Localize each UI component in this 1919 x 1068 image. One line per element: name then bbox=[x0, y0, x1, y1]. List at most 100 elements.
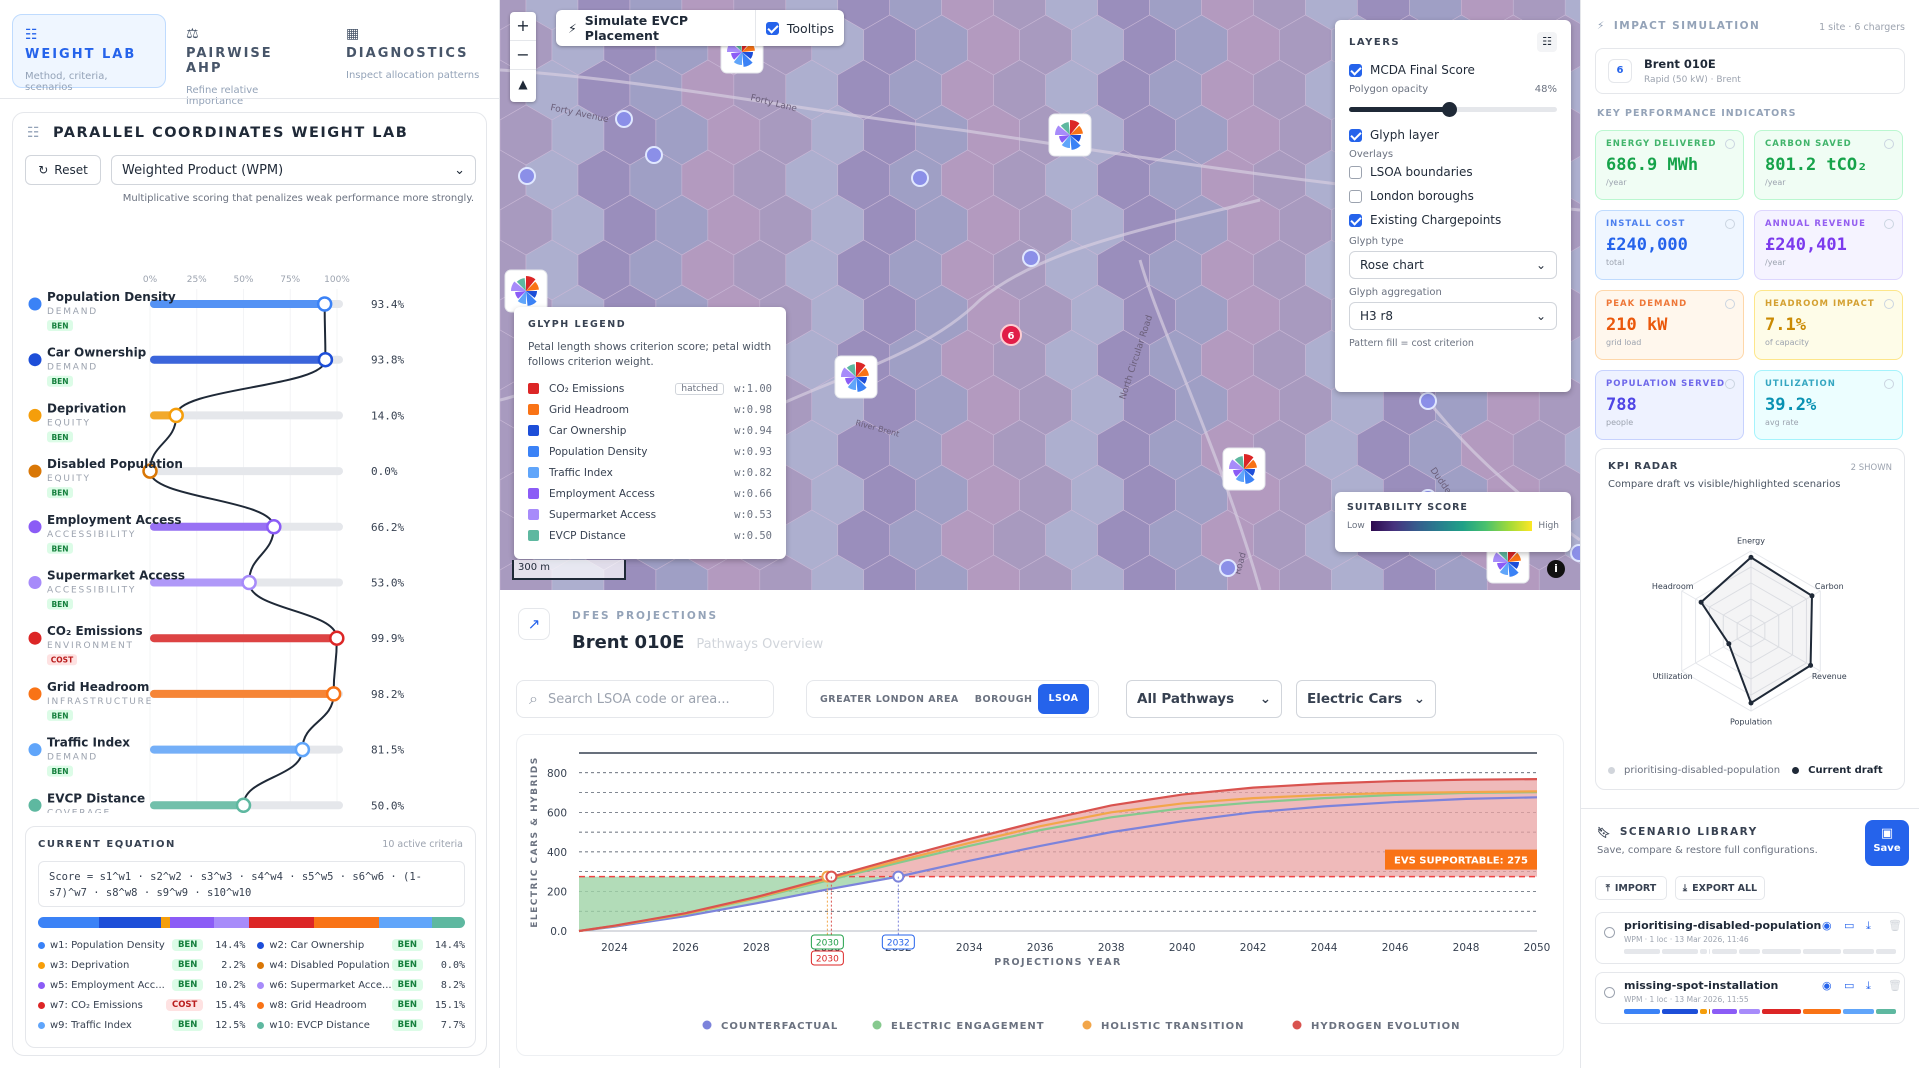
glyph-type-select[interactable]: Rose chart ⌄ bbox=[1349, 251, 1557, 279]
slider-handle[interactable] bbox=[266, 519, 282, 535]
hex-cell[interactable] bbox=[1019, 554, 1072, 590]
vehicle-select[interactable]: Electric Cars ⌄ bbox=[1296, 680, 1436, 718]
chargepoint-marker[interactable] bbox=[1022, 249, 1040, 267]
slider-handle[interactable] bbox=[241, 574, 257, 591]
chargepoint-marker[interactable] bbox=[1219, 559, 1237, 577]
radar-legend-b[interactable]: Current draft bbox=[1808, 765, 1883, 776]
download-icon[interactable]: ⤓ bbox=[1866, 919, 1871, 932]
chargepoint-marker[interactable] bbox=[1570, 544, 1580, 562]
simulate-button[interactable]: ⚡ Simulate EVCP Placement bbox=[556, 10, 756, 46]
scenario-item[interactable]: missing-spot-installation WPM · 1 loc · 1… bbox=[1595, 972, 1905, 1024]
glyph-checkbox[interactable] bbox=[1349, 128, 1362, 142]
folder-icon[interactable]: ▭ bbox=[1844, 979, 1855, 992]
tooltips-checkbox[interactable] bbox=[765, 21, 779, 35]
layer-boroughs[interactable]: London boroughs bbox=[1349, 184, 1557, 208]
layer-mcda[interactable]: MCDA Final Score bbox=[1349, 58, 1557, 82]
layer-lsoa[interactable]: LSOA boundaries bbox=[1349, 160, 1557, 184]
slider-handle[interactable] bbox=[168, 407, 184, 424]
slider-track[interactable] bbox=[150, 411, 343, 420]
legend-label[interactable]: HOLISTIC TRANSITION bbox=[1101, 1021, 1245, 1032]
slider-handle[interactable] bbox=[325, 686, 342, 702]
export-all-button[interactable]: ⤓ EXPORT ALL bbox=[1675, 876, 1765, 900]
layer-glyph[interactable]: Glyph layer bbox=[1349, 123, 1557, 147]
glyph-agg-select[interactable]: H3 r8 ⌄ bbox=[1349, 302, 1557, 330]
kpi-card[interactable]: ANNUAL REVENUE £240,401/year bbox=[1754, 210, 1903, 280]
compass-icon[interactable]: ▲ bbox=[518, 77, 528, 91]
kpi-card[interactable]: INSTALL COST £240,000 total bbox=[1595, 210, 1744, 280]
slider-handle[interactable] bbox=[316, 296, 333, 312]
slider-track[interactable] bbox=[150, 467, 343, 476]
pathway-select[interactable]: All Pathways ⌄ bbox=[1126, 680, 1282, 718]
slider-handle[interactable] bbox=[329, 630, 345, 646]
layers-settings-icon[interactable]: ☷ bbox=[1537, 32, 1557, 52]
crossover-point[interactable] bbox=[825, 870, 838, 883]
scenario-item[interactable]: prioritising-disabled-population WPM · 1 … bbox=[1595, 912, 1905, 964]
chargepoint-marker[interactable] bbox=[615, 110, 633, 128]
parallel-coordinates-plot[interactable]: 0% 25% 50% 75% 100% Population Density DEMAND B… bbox=[13, 213, 488, 813]
chargepoint-marker[interactable] bbox=[911, 169, 929, 187]
boroughs-checkbox[interactable] bbox=[1349, 189, 1362, 203]
lsoa-checkbox[interactable] bbox=[1349, 165, 1362, 179]
method-select[interactable]: Weighted Product (WPM) ⌄ bbox=[111, 155, 476, 185]
lsoa-search-input[interactable]: ⌕ Search LSOA code or area... bbox=[516, 680, 774, 718]
info-icon[interactable] bbox=[1884, 299, 1894, 309]
info-icon[interactable]: i bbox=[1547, 560, 1565, 578]
import-button[interactable]: ⤒ IMPORT bbox=[1595, 876, 1667, 900]
map-view[interactable]: Forty Avenue Forty Lane North Circular Roa… bbox=[500, 0, 1580, 590]
slider-handle[interactable] bbox=[294, 741, 311, 758]
scenario-radio[interactable] bbox=[1604, 927, 1615, 938]
tab-weight-lab[interactable]: ☷ WEIGHT LAB Method, criteria, scenarios bbox=[12, 14, 166, 93]
legend-label[interactable]: HYDROGEN EVOLUTION bbox=[1311, 1021, 1460, 1032]
hex-cell[interactable] bbox=[1331, 554, 1384, 590]
legend-label[interactable]: COUNTERFACTUAL bbox=[721, 1021, 838, 1032]
cluster-marker[interactable] bbox=[1000, 324, 1022, 346]
kpi-card[interactable]: CARBON SAVED 801.2 tCO₂/year bbox=[1754, 130, 1903, 200]
zoom-in-button[interactable]: + bbox=[510, 12, 536, 41]
tab-diagnostics[interactable]: ▦ DIAGNOSTICS Inspect allocation pattern… bbox=[334, 14, 494, 88]
slider-handle[interactable] bbox=[142, 463, 158, 479]
scenario-radio[interactable] bbox=[1604, 987, 1615, 998]
hex-cell[interactable] bbox=[1383, 554, 1436, 590]
eye-icon[interactable]: ◉ bbox=[1822, 979, 1832, 992]
info-icon[interactable] bbox=[1884, 379, 1894, 389]
eye-icon[interactable]: ◉ bbox=[1822, 919, 1832, 932]
kpi-card[interactable]: PEAK DEMAND 210 kW grid load bbox=[1595, 290, 1744, 360]
opacity-slider-handle[interactable] bbox=[1441, 102, 1457, 117]
rose-glyph[interactable] bbox=[1222, 447, 1266, 491]
trash-icon[interactable]: 🗑︎ bbox=[1888, 979, 1902, 992]
info-icon[interactable] bbox=[1884, 219, 1894, 229]
mcda-checkbox[interactable] bbox=[1349, 63, 1362, 77]
hex-cell[interactable] bbox=[1279, 554, 1332, 590]
save-button[interactable]: ▣ Save bbox=[1865, 820, 1909, 866]
slider-handle[interactable] bbox=[235, 797, 252, 813]
projection-chart[interactable]: 0.0 200 400 600 800 2024 2026 2028 2030 2032 2034 2… bbox=[517, 735, 1565, 1057]
info-icon[interactable] bbox=[1725, 139, 1735, 149]
chargepoint-marker[interactable] bbox=[518, 167, 536, 185]
hex-cell[interactable] bbox=[1071, 554, 1124, 590]
radar-legend-a[interactable]: prioritising-disabled-population bbox=[1624, 765, 1781, 776]
layer-existing[interactable]: Existing Chargepoints bbox=[1349, 208, 1557, 232]
hex-cell[interactable] bbox=[811, 554, 865, 590]
chargepoint-marker[interactable] bbox=[645, 146, 663, 164]
tab-pairwise-ahp[interactable]: ⚖ PAIRWISE AHP Refine relative importanc… bbox=[174, 14, 324, 107]
tooltips-toggle[interactable]: Tooltips bbox=[756, 21, 844, 36]
zoom-out-button[interactable]: − bbox=[510, 41, 536, 70]
geo-lsoa[interactable]: LSOA bbox=[1038, 684, 1089, 714]
rose-glyph[interactable] bbox=[504, 269, 548, 313]
series-line[interactable] bbox=[578, 778, 1538, 933]
hex-cell[interactable] bbox=[759, 554, 813, 590]
info-icon[interactable] bbox=[1884, 139, 1894, 149]
kpi-card[interactable]: ENERGY DELIVERED 686.9 MWh/year bbox=[1595, 130, 1744, 200]
series-line[interactable] bbox=[578, 796, 1538, 933]
hex-cell[interactable] bbox=[1435, 554, 1488, 590]
hex-cell[interactable] bbox=[1175, 554, 1228, 590]
geo-borough[interactable]: BOROUGH bbox=[974, 693, 1033, 705]
kpi-card[interactable]: POPULATION SERVED 788 people bbox=[1595, 370, 1744, 440]
download-icon[interactable]: ⤓ bbox=[1866, 979, 1871, 992]
slider-handle[interactable] bbox=[317, 351, 334, 368]
kpi-card[interactable]: UTILIZATION 39.2% avg rate bbox=[1754, 370, 1903, 440]
trash-icon[interactable]: 🗑︎ bbox=[1888, 919, 1902, 932]
hex-cell[interactable] bbox=[1123, 554, 1176, 590]
folder-icon[interactable]: ▭ bbox=[1844, 919, 1855, 932]
info-icon[interactable] bbox=[1725, 219, 1735, 229]
